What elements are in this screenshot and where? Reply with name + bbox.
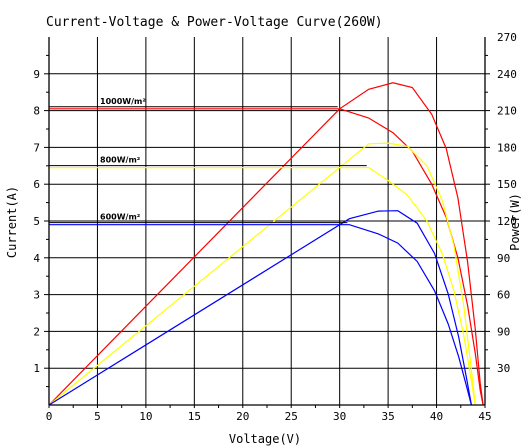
x-tick-label: 10 [139, 410, 152, 423]
iv-curve-2 [49, 224, 472, 406]
axes [44, 37, 490, 408]
y-left-tick-label: 1 [33, 362, 40, 375]
x-tick-label: 15 [188, 410, 201, 423]
y-right-tick-label: 120 [497, 215, 517, 228]
x-tick-label: 45 [478, 410, 491, 423]
series-label: 600W/m² [100, 213, 141, 222]
y-left-tick-label: 3 [33, 289, 40, 302]
y-left-tick-label: 5 [33, 215, 40, 228]
x-tick-label: 0 [46, 410, 53, 423]
y-right-tick-label: 150 [497, 178, 517, 191]
x-tick-label: 35 [381, 410, 394, 423]
y-right-tick-label: 60 [497, 289, 510, 302]
x-axis-label: Voltage(V) [229, 432, 301, 446]
y-left-tick-label: 2 [33, 325, 40, 338]
pv-curve-0 [48, 82, 484, 406]
grid [49, 37, 485, 405]
x-tick-label: 25 [285, 410, 298, 423]
iv-curve-0 [49, 108, 484, 406]
pv-curve-2 [48, 210, 472, 406]
series-label: 1000W/m² [100, 97, 146, 106]
y-left-tick-label: 9 [33, 68, 40, 81]
y-right-tick-label: 210 [497, 105, 517, 118]
series-group: 1000W/m² 800W/m² 600W/m² [48, 82, 484, 406]
y-axis-label-left: Current(A) [5, 186, 19, 258]
y-left-tick-label: 4 [33, 252, 40, 265]
x-tick-label: 30 [333, 410, 346, 423]
x-tick-label: 40 [430, 410, 443, 423]
y-left-tick-label: 7 [33, 141, 40, 154]
y-right-tick-label: 240 [497, 68, 517, 81]
chart-title: Current-Voltage & Power-Voltage Curve(26… [46, 15, 383, 30]
pv-curve-1 [48, 142, 476, 406]
iv-curve-1 [49, 167, 476, 406]
y-left-tick-label: 6 [33, 178, 40, 191]
x-tick-label: 20 [236, 410, 249, 423]
series-label: 800W/m² [100, 156, 141, 165]
y-right-tick-label: 180 [497, 141, 517, 154]
y-right-tick-label: 90 [497, 252, 510, 265]
y-right-tick-label: 90 [497, 325, 510, 338]
y-left-tick-label: 8 [33, 105, 40, 118]
x-tick-label: 5 [94, 410, 101, 423]
y-right-tick-label: 30 [497, 362, 510, 375]
tick-labels: 0 5 10 15 20 25 30 35 40 451234567893090609012015… [33, 31, 517, 423]
y-right-tick-label: 270 [497, 31, 517, 44]
y-axis-label-right: Power(W) [508, 193, 522, 251]
